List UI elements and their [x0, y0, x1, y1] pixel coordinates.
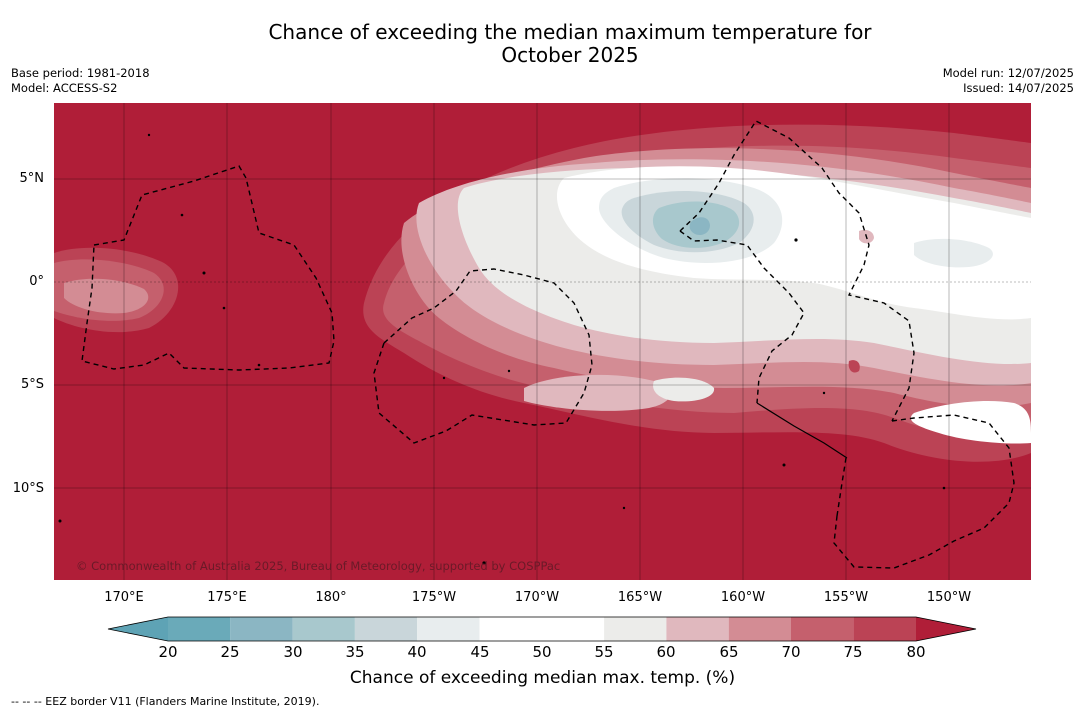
colorbar-segment-70-75	[791, 617, 854, 641]
island	[507, 369, 511, 373]
map-title: Chance of exceeding the median maximum t…	[0, 21, 1085, 67]
meta-left: Base period: 1981-2018 Model: ACCESS-S2	[11, 66, 150, 96]
eez-tokelau	[373, 268, 593, 444]
band-25-30	[689, 217, 710, 235]
colorbar-tick-65: 65	[719, 643, 739, 661]
colorbar-tick-80: 80	[906, 643, 926, 661]
lon-label-165w: 165°W	[617, 590, 663, 605]
colorbar-tick-45: 45	[470, 643, 490, 661]
band-spot-a	[504, 185, 515, 205]
lon-label-170w: 170°W	[514, 590, 560, 605]
colorbar-segment-75-80	[853, 617, 916, 641]
meta-right: Model run: 12/07/2025 Issued: 14/07/2025	[943, 66, 1074, 96]
island	[482, 561, 486, 565]
eez-cook-east	[833, 414, 1015, 569]
island	[782, 463, 786, 467]
issued-date: Issued: 14/07/2025	[963, 81, 1074, 95]
colorbar-segment-40-45	[417, 617, 480, 641]
lat-label-5s: 5°S	[20, 377, 44, 392]
band-45-50-south	[910, 401, 1031, 444]
base-period: Base period: 1981-2018	[11, 66, 150, 80]
island	[942, 486, 946, 490]
colorbar-under-arrow	[108, 617, 168, 641]
lat-label-5n: 5°N	[19, 171, 45, 186]
colorbar-segment-55-60	[604, 617, 667, 641]
lat-label-10s: 10°S	[12, 481, 44, 496]
colorbar-segment-20-25	[168, 617, 231, 641]
band-40-45-east	[914, 238, 993, 268]
colorbar-segment-45-50	[479, 617, 542, 641]
island	[180, 213, 184, 217]
lon-label-175e: 175°E	[207, 590, 247, 605]
island	[58, 519, 62, 523]
colorbar-tick-75: 75	[843, 643, 863, 661]
band-60-65-west	[64, 278, 149, 314]
lat-label-0: 0°	[29, 274, 44, 289]
island	[202, 271, 206, 275]
eez-kiribati-north	[679, 120, 915, 422]
graticule	[54, 103, 1031, 580]
lon-label-155w: 155°W	[823, 590, 869, 605]
title-line-1: Chance of exceeding the median maximum t…	[268, 20, 872, 44]
colorbar-label: Chance of exceeding median max. temp. (%…	[349, 668, 736, 688]
band-spot-c	[848, 360, 860, 373]
island	[622, 506, 626, 510]
lon-label-160w: 160°W	[720, 590, 766, 605]
lon-label-170e: 170°E	[104, 590, 144, 605]
colorbar-over-arrow	[916, 617, 976, 641]
colorbar-segment-30-35	[292, 617, 355, 641]
lon-label-175w: 175°W	[411, 590, 457, 605]
colorbar-tick-20: 20	[158, 643, 178, 661]
colorbar-tick-40: 40	[407, 643, 427, 661]
eez-borders	[81, 120, 1015, 569]
islands	[58, 133, 946, 565]
band-50-55-spot	[653, 377, 715, 402]
lon-label-180: 180°	[315, 590, 347, 605]
model-name: Model: ACCESS-S2	[11, 81, 118, 95]
island	[442, 376, 446, 380]
island	[147, 133, 151, 137]
colorbar-tick-30: 30	[283, 643, 303, 661]
colorbar-segment-65-70	[728, 617, 791, 641]
title-line-2: October 2025	[501, 43, 639, 67]
colorbar-tick-35: 35	[345, 643, 365, 661]
island	[822, 391, 826, 395]
island	[794, 238, 798, 242]
island	[257, 363, 261, 367]
probability-map: © Commonwealth of Australia 2025, Bureau…	[54, 103, 1031, 580]
model-run: Model run: 12/07/2025	[942, 66, 1074, 80]
colorbar-tick-60: 60	[656, 643, 676, 661]
band-55-60-spot	[524, 374, 671, 411]
colorbar-segment-35-40	[354, 617, 418, 641]
colorbar-tick-70: 70	[781, 643, 801, 661]
copyright-notice: © Commonwealth of Australia 2025, Bureau…	[76, 559, 561, 573]
island	[222, 306, 226, 310]
colorbar-tick-25: 25	[220, 643, 240, 661]
colorbar	[0, 612, 1085, 648]
colorbar-segment-50-55	[541, 617, 605, 641]
colorbar-segment-60-65	[666, 617, 729, 641]
eez-border-solid	[756, 402, 848, 459]
colorbar-tick-55: 55	[594, 643, 614, 661]
eez-tuvalu	[81, 165, 335, 371]
eez-legend-note: -- -- -- EEZ border V11 (Flanders Marine…	[11, 695, 320, 708]
lon-label-150w: 150°W	[926, 590, 972, 605]
map-canvas	[54, 103, 1031, 580]
colorbar-segment-25-30	[230, 617, 293, 641]
colorbar-outline	[107, 616, 977, 642]
eez-kiribati-line	[679, 230, 805, 404]
colorbar-tick-50: 50	[532, 643, 552, 661]
colorbar-svg	[107, 616, 977, 642]
eez-cook-west	[836, 457, 847, 517]
